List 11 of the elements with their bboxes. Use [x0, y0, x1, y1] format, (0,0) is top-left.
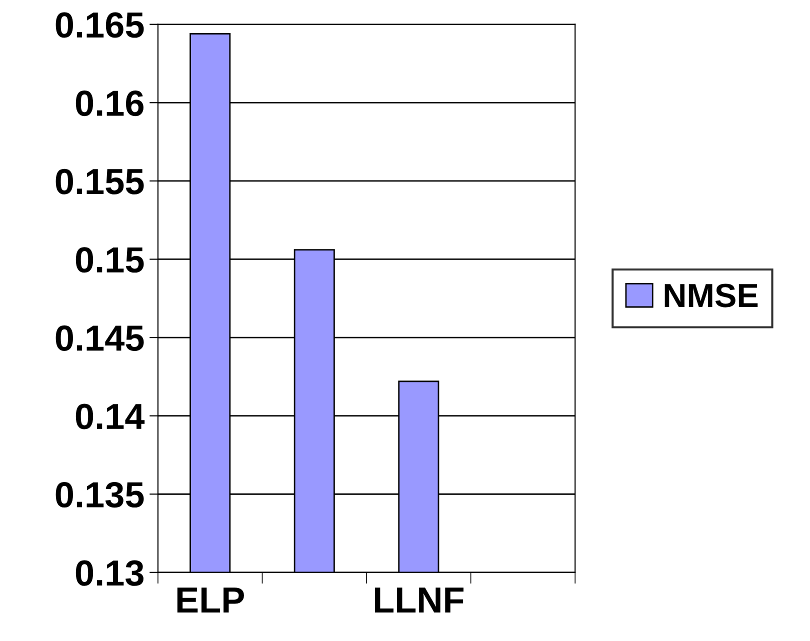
y-tick-label: 0.165	[56, 12, 144, 38]
legend-label: NMSE	[664, 284, 758, 308]
y-tick-label: 0.15	[76, 247, 144, 273]
y-tick-label: 0.13	[76, 560, 144, 586]
y-tick-label: 0.155	[56, 168, 144, 194]
y-tick-label: 0.145	[56, 325, 144, 351]
x-tick-label: ELP	[177, 588, 244, 612]
y-tick-label: 0.16	[76, 90, 144, 116]
y-tick-label: 0.135	[56, 482, 144, 508]
y-tick-label: 0.14	[76, 404, 145, 430]
x-tick-label: LLNF	[374, 588, 464, 612]
